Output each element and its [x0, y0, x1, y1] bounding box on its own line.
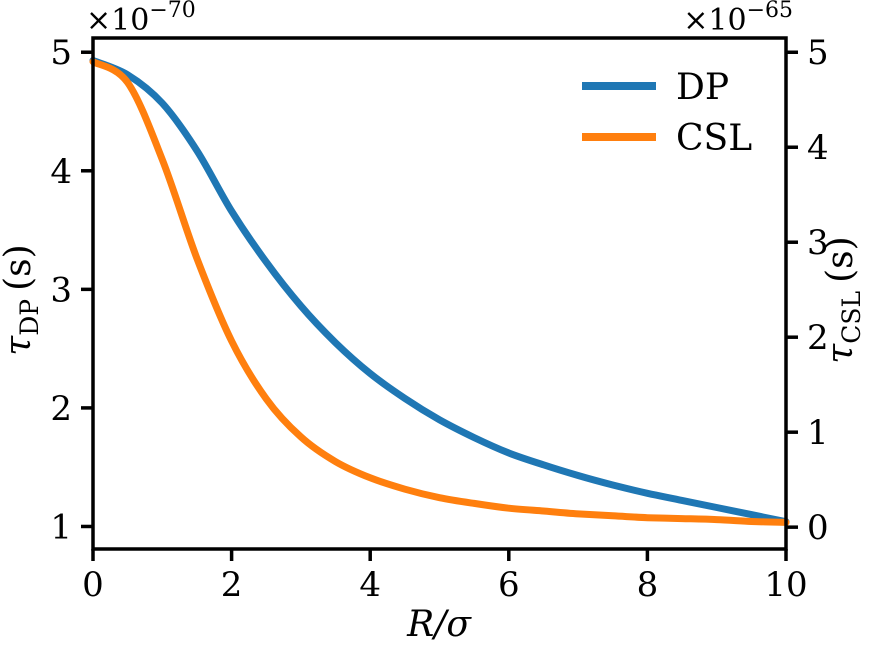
left-tick-label: 3 — [50, 270, 72, 310]
x-tick-label: 0 — [82, 565, 104, 605]
x-tick-label: 4 — [359, 565, 381, 605]
right-tick-label: 3 — [807, 223, 829, 263]
right-y-axis-symbol: τ — [820, 343, 861, 364]
right-y-axis-subscript: CSL — [837, 291, 866, 344]
right-y-axis-unit: (s) — [820, 236, 861, 283]
left-y-axis-unit: (s) — [0, 244, 39, 291]
left-axis-offset: ×10−70 — [86, 0, 196, 38]
right-tick-label: 0 — [807, 508, 829, 548]
left-offset-exponent: −70 — [149, 0, 195, 23]
x-tick-label: 6 — [498, 565, 520, 605]
right-tick-label: 5 — [807, 33, 829, 73]
left-tick-label: 1 — [50, 507, 72, 547]
x-tick-label: 2 — [221, 565, 243, 605]
left-tick-label: 5 — [50, 33, 72, 73]
left-tick-label: 2 — [50, 389, 72, 429]
legend: DP CSL — [582, 67, 752, 159]
right-y-axis-label: τCSL (s) — [820, 236, 866, 363]
csl-curve — [89, 58, 790, 526]
legend-dp-label: DP — [676, 67, 729, 108]
left-y-axis-symbol: τ — [0, 335, 39, 356]
right-offset-base: ×10 — [683, 3, 746, 38]
right-axis-ticks: 0 1 2 3 4 5 — [786, 33, 829, 548]
x-tick-label: 10 — [764, 565, 807, 605]
right-tick-label: 2 — [807, 318, 829, 358]
x-tick-label: 8 — [637, 565, 659, 605]
left-y-axis-subscript: DP — [15, 299, 44, 336]
left-y-axis-label: τDP (s) — [0, 244, 44, 355]
right-tick-label: 1 — [807, 413, 829, 453]
right-tick-label: 4 — [807, 128, 829, 168]
left-tick-label: 4 — [50, 152, 72, 192]
dp-curve — [89, 57, 790, 526]
right-offset-exponent: −65 — [747, 0, 793, 23]
left-offset-base: ×10 — [86, 3, 149, 38]
legend-csl-label: CSL — [676, 118, 752, 159]
x-axis-label: R/σ — [406, 604, 472, 645]
plot-border — [91, 36, 788, 551]
left-axis-ticks: 1 2 3 4 5 — [50, 33, 93, 547]
curves — [89, 57, 790, 526]
x-axis-ticks: 0 2 4 6 8 10 — [82, 549, 808, 605]
right-axis-offset: ×10−65 — [683, 0, 793, 38]
